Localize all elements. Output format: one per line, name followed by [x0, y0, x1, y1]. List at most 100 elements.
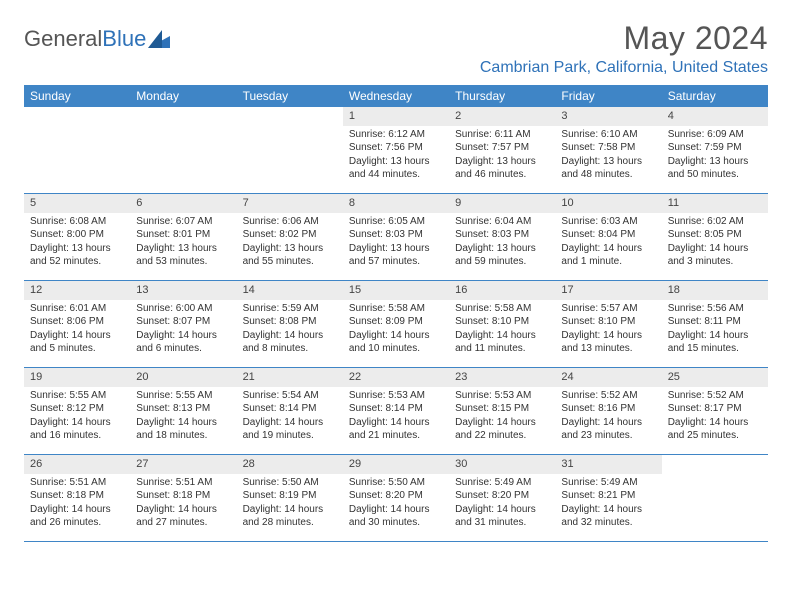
day-number: 19 — [24, 368, 130, 387]
daylight-text: Daylight: 14 hours and 19 minutes. — [243, 416, 337, 443]
calendar-day — [24, 107, 130, 193]
day-content: Sunrise: 5:51 AMSunset: 8:18 PMDaylight:… — [130, 474, 236, 534]
day-content: Sunrise: 5:57 AMSunset: 8:10 PMDaylight:… — [555, 300, 661, 360]
daylight-text: Daylight: 13 hours and 59 minutes. — [455, 242, 549, 269]
sunset-text: Sunset: 8:14 PM — [349, 402, 443, 416]
sunrise-text: Sunrise: 5:53 AM — [455, 389, 549, 403]
calendar-day: 7Sunrise: 6:06 AMSunset: 8:02 PMDaylight… — [237, 194, 343, 280]
daylight-text: Daylight: 14 hours and 18 minutes. — [136, 416, 230, 443]
day-number: 24 — [555, 368, 661, 387]
weekday-label: Tuesday — [237, 85, 343, 107]
day-number — [130, 107, 236, 111]
daylight-text: Daylight: 14 hours and 23 minutes. — [561, 416, 655, 443]
sunset-text: Sunset: 8:19 PM — [243, 489, 337, 503]
daylight-text: Daylight: 14 hours and 28 minutes. — [243, 503, 337, 530]
sunrise-text: Sunrise: 6:04 AM — [455, 215, 549, 229]
daylight-text: Daylight: 14 hours and 21 minutes. — [349, 416, 443, 443]
location-label: Cambrian Park, California, United States — [480, 59, 768, 77]
day-content: Sunrise: 6:04 AMSunset: 8:03 PMDaylight:… — [449, 213, 555, 273]
day-number: 7 — [237, 194, 343, 213]
calendar-day: 8Sunrise: 6:05 AMSunset: 8:03 PMDaylight… — [343, 194, 449, 280]
weekday-label: Sunday — [24, 85, 130, 107]
daylight-text: Daylight: 14 hours and 30 minutes. — [349, 503, 443, 530]
sunrise-text: Sunrise: 5:55 AM — [30, 389, 124, 403]
calendar-day: 24Sunrise: 5:52 AMSunset: 8:16 PMDayligh… — [555, 368, 661, 454]
calendar-week: 12Sunrise: 6:01 AMSunset: 8:06 PMDayligh… — [24, 281, 768, 368]
sunrise-text: Sunrise: 6:05 AM — [349, 215, 443, 229]
calendar-day: 16Sunrise: 5:58 AMSunset: 8:10 PMDayligh… — [449, 281, 555, 367]
sunset-text: Sunset: 8:02 PM — [243, 228, 337, 242]
sunset-text: Sunset: 8:08 PM — [243, 315, 337, 329]
calendar-day: 23Sunrise: 5:53 AMSunset: 8:15 PMDayligh… — [449, 368, 555, 454]
day-number: 23 — [449, 368, 555, 387]
day-content: Sunrise: 5:53 AMSunset: 8:14 PMDaylight:… — [343, 387, 449, 447]
weekday-label: Thursday — [449, 85, 555, 107]
sunset-text: Sunset: 8:01 PM — [136, 228, 230, 242]
sunrise-text: Sunrise: 6:06 AM — [243, 215, 337, 229]
daylight-text: Daylight: 13 hours and 53 minutes. — [136, 242, 230, 269]
sunrise-text: Sunrise: 5:54 AM — [243, 389, 337, 403]
day-content: Sunrise: 6:00 AMSunset: 8:07 PMDaylight:… — [130, 300, 236, 360]
sunset-text: Sunset: 8:13 PM — [136, 402, 230, 416]
day-number: 10 — [555, 194, 661, 213]
day-number: 29 — [343, 455, 449, 474]
day-number: 5 — [24, 194, 130, 213]
day-number: 1 — [343, 107, 449, 126]
calendar-day: 5Sunrise: 6:08 AMSunset: 8:00 PMDaylight… — [24, 194, 130, 280]
sunrise-text: Sunrise: 6:11 AM — [455, 128, 549, 142]
day-number: 20 — [130, 368, 236, 387]
weekday-label: Wednesday — [343, 85, 449, 107]
sunset-text: Sunset: 7:56 PM — [349, 141, 443, 155]
calendar-day: 9Sunrise: 6:04 AMSunset: 8:03 PMDaylight… — [449, 194, 555, 280]
sunrise-text: Sunrise: 5:55 AM — [136, 389, 230, 403]
daylight-text: Daylight: 14 hours and 5 minutes. — [30, 329, 124, 356]
calendar-day: 6Sunrise: 6:07 AMSunset: 8:01 PMDaylight… — [130, 194, 236, 280]
day-content: Sunrise: 5:58 AMSunset: 8:09 PMDaylight:… — [343, 300, 449, 360]
logo-text-2: Blue — [102, 26, 146, 52]
sunrise-text: Sunrise: 6:01 AM — [30, 302, 124, 316]
day-number: 30 — [449, 455, 555, 474]
day-content: Sunrise: 5:55 AMSunset: 8:13 PMDaylight:… — [130, 387, 236, 447]
daylight-text: Daylight: 14 hours and 31 minutes. — [455, 503, 549, 530]
sunrise-text: Sunrise: 6:09 AM — [668, 128, 762, 142]
calendar-day: 27Sunrise: 5:51 AMSunset: 8:18 PMDayligh… — [130, 455, 236, 541]
sunset-text: Sunset: 8:21 PM — [561, 489, 655, 503]
sunrise-text: Sunrise: 6:03 AM — [561, 215, 655, 229]
sunset-text: Sunset: 7:59 PM — [668, 141, 762, 155]
daylight-text: Daylight: 13 hours and 46 minutes. — [455, 155, 549, 182]
daylight-text: Daylight: 14 hours and 6 minutes. — [136, 329, 230, 356]
logo-text-1: General — [24, 26, 102, 52]
calendar-day: 12Sunrise: 6:01 AMSunset: 8:06 PMDayligh… — [24, 281, 130, 367]
daylight-text: Daylight: 14 hours and 16 minutes. — [30, 416, 124, 443]
sunset-text: Sunset: 8:14 PM — [243, 402, 337, 416]
calendar-day: 11Sunrise: 6:02 AMSunset: 8:05 PMDayligh… — [662, 194, 768, 280]
daylight-text: Daylight: 14 hours and 8 minutes. — [243, 329, 337, 356]
day-number — [662, 455, 768, 459]
sunrise-text: Sunrise: 5:51 AM — [136, 476, 230, 490]
sunset-text: Sunset: 8:18 PM — [136, 489, 230, 503]
day-content: Sunrise: 6:01 AMSunset: 8:06 PMDaylight:… — [24, 300, 130, 360]
sunrise-text: Sunrise: 6:12 AM — [349, 128, 443, 142]
day-content: Sunrise: 5:52 AMSunset: 8:17 PMDaylight:… — [662, 387, 768, 447]
calendar-day: 30Sunrise: 5:49 AMSunset: 8:20 PMDayligh… — [449, 455, 555, 541]
day-number: 15 — [343, 281, 449, 300]
sunrise-text: Sunrise: 5:53 AM — [349, 389, 443, 403]
sunset-text: Sunset: 8:06 PM — [30, 315, 124, 329]
calendar-day: 10Sunrise: 6:03 AMSunset: 8:04 PMDayligh… — [555, 194, 661, 280]
day-number: 14 — [237, 281, 343, 300]
sunset-text: Sunset: 8:11 PM — [668, 315, 762, 329]
day-number: 11 — [662, 194, 768, 213]
day-number — [237, 107, 343, 111]
calendar-day: 13Sunrise: 6:00 AMSunset: 8:07 PMDayligh… — [130, 281, 236, 367]
calendar-day: 21Sunrise: 5:54 AMSunset: 8:14 PMDayligh… — [237, 368, 343, 454]
daylight-text: Daylight: 13 hours and 52 minutes. — [30, 242, 124, 269]
daylight-text: Daylight: 14 hours and 3 minutes. — [668, 242, 762, 269]
calendar-week: 26Sunrise: 5:51 AMSunset: 8:18 PMDayligh… — [24, 455, 768, 542]
calendar-day: 25Sunrise: 5:52 AMSunset: 8:17 PMDayligh… — [662, 368, 768, 454]
day-content: Sunrise: 6:03 AMSunset: 8:04 PMDaylight:… — [555, 213, 661, 273]
sunrise-text: Sunrise: 6:10 AM — [561, 128, 655, 142]
day-number: 25 — [662, 368, 768, 387]
day-number: 26 — [24, 455, 130, 474]
calendar-day: 4Sunrise: 6:09 AMSunset: 7:59 PMDaylight… — [662, 107, 768, 193]
calendar-day: 29Sunrise: 5:50 AMSunset: 8:20 PMDayligh… — [343, 455, 449, 541]
